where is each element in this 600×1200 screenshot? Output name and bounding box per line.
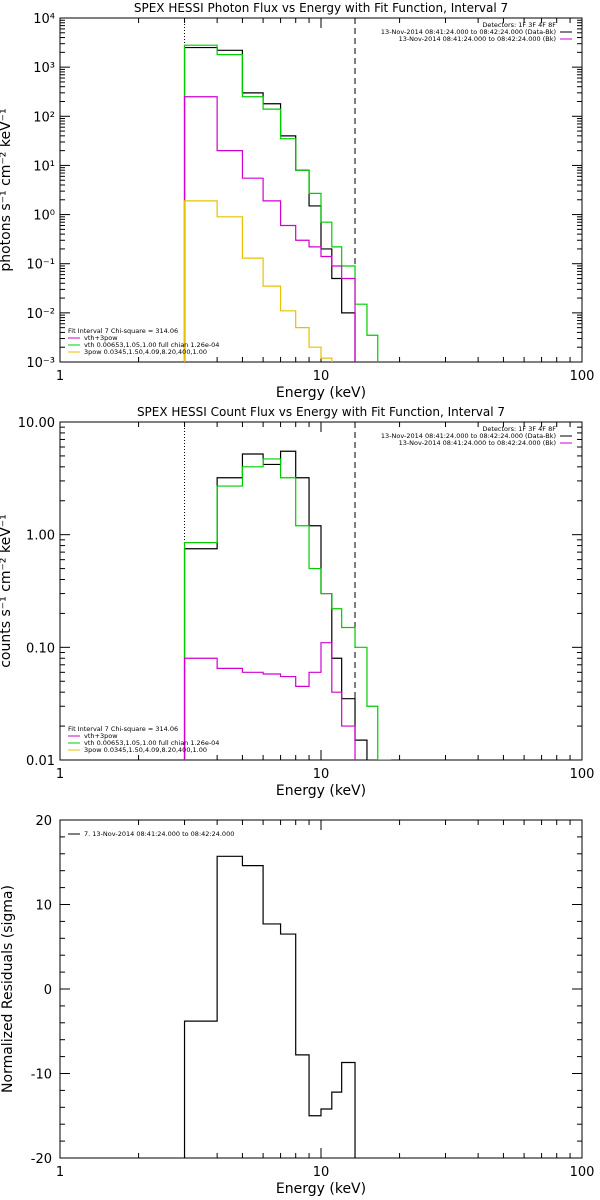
series-3-steps (183, 96, 356, 362)
y-tick-label: 10⁰ (33, 209, 55, 224)
legend-entry: 13-Nov-2014 08:41:24.000 to 08:42:24.000… (381, 28, 556, 36)
chart-panel-2: SPEX HESSI Count Flux vs Energy with Fit… (0, 405, 594, 799)
chart-panel-1: SPEX HESSI Photon Flux vs Energy with Fi… (0, 1, 594, 401)
chart-title: SPEX HESSI Count Flux vs Energy with Fit… (137, 405, 505, 419)
x-tick-label: 10 (313, 1165, 330, 1180)
y-tick-label: 0 (44, 983, 52, 998)
series-4-steps (183, 200, 333, 362)
legend-entry: 13-Nov-2014 08:41:24.000 to 08:42:24.000… (399, 35, 556, 43)
series-1-steps (183, 855, 356, 1158)
legend-entry: vth+3pow (84, 732, 118, 740)
y-axis-label: Normalized Residuals (sigma) (0, 885, 16, 1093)
y-tick-label: -10 (31, 1068, 52, 1083)
x-tick-label: 1 (56, 767, 64, 782)
y-tick-label: 10⁻² (26, 307, 55, 322)
legend-entry: Detectors: 1F 3F 4F 8F (482, 21, 556, 29)
legend-entry: Fit Interval 7 Chi-square = 314.06 (68, 327, 178, 335)
legend-entry: Fit Interval 7 Chi-square = 314.06 (68, 725, 178, 733)
x-tick-label: 10 (313, 767, 330, 782)
y-tick-label: 10 (35, 899, 52, 914)
x-tick-label: 1 (56, 1165, 64, 1180)
y-tick-label: 0.01 (26, 754, 55, 769)
series-3-steps (183, 642, 356, 760)
y-tick-label: 10.00 (18, 416, 55, 431)
x-tick-label: 1 (56, 369, 64, 384)
y-tick-label: 20 (35, 814, 52, 829)
y-axis-label: photons s⁻¹ cm⁻² keV⁻¹ (0, 108, 14, 271)
x-tick-label: 100 (570, 1165, 595, 1180)
x-tick-label: 100 (570, 369, 595, 384)
y-tick-label: 10³ (33, 61, 55, 76)
data-layer (183, 450, 392, 760)
legend-entry: 7. 13-Nov-2014 08:41:24.000 to 08:42:24.… (84, 830, 234, 838)
legend-entry: vth+3pow (84, 334, 118, 342)
legend-entry: vth 0.00653,1.05,1.00 full chian 1.26e-0… (84, 739, 219, 747)
y-axis-label: counts s⁻¹ cm⁻² keV⁻¹ (0, 514, 14, 668)
x-axis-label: Energy (keV) (276, 783, 366, 799)
x-tick-label: 10 (313, 369, 330, 384)
series-1-steps (183, 450, 368, 760)
y-tick-label: 10⁻³ (26, 356, 55, 371)
y-tick-label: 10² (33, 110, 55, 125)
chart-title: SPEX HESSI Photon Flux vs Energy with Fi… (134, 1, 508, 15)
plot-frame (59, 819, 583, 1159)
x-axis-label: Energy (keV) (276, 385, 366, 401)
y-tick-label: 10⁴ (33, 12, 55, 27)
y-tick-label: 1.00 (26, 529, 55, 544)
x-axis-label: Energy (keV) (276, 1181, 366, 1197)
data-layer (183, 855, 356, 1158)
x-tick-label: 100 (570, 767, 595, 782)
data-layer (183, 44, 379, 362)
legend-entry: 3pow 0.0345,1.50,4.09,8.20,400,1.00 (84, 746, 207, 754)
series-2-steps (183, 458, 392, 760)
y-tick-label: 10⁻¹ (26, 258, 55, 273)
plot-frame (59, 17, 583, 363)
legend-entry: Detectors: 1F 3F 4F 8F (482, 425, 556, 433)
chart-panel-3: 1 10 100 Energy (keV) -20 -10 0 10 20 Normalized … (0, 814, 594, 1197)
legend-entry: 13-Nov-2014 08:41:24.000 to 08:42:24.000… (399, 439, 556, 447)
series-1-steps (183, 46, 356, 362)
y-tick-label: 0.10 (26, 641, 55, 656)
legend-entry: vth 0.00653,1.05,1.00 full chian 1.26e-0… (84, 341, 219, 349)
legend-entry: 3pow 0.0345,1.50,4.09,8.20,400,1.00 (84, 348, 207, 356)
y-tick-label: 10¹ (33, 159, 55, 174)
y-tick-label: -20 (31, 1152, 52, 1167)
legend-entry: 13-Nov-2014 08:41:24.000 to 08:42:24.000… (381, 432, 556, 440)
